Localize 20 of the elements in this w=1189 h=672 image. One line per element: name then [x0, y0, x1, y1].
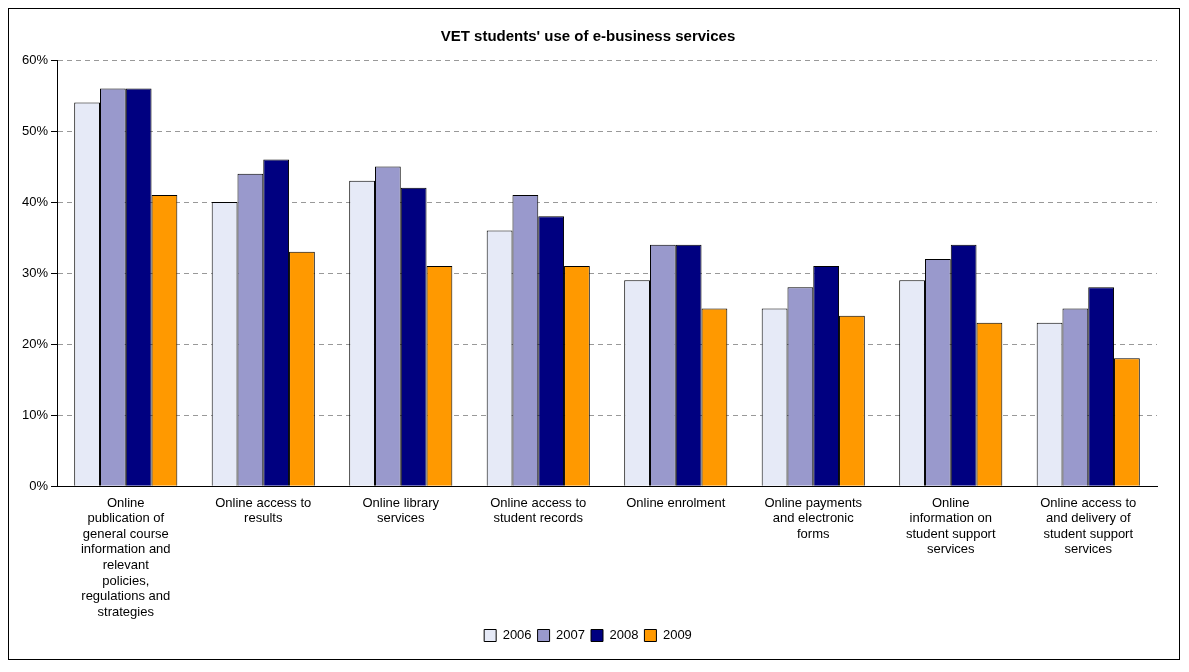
- x-tick-label: Online information on student support services: [905, 494, 996, 557]
- x-tick-label: Online library services: [362, 494, 440, 526]
- chart-title: VET students' use of e-business services: [440, 27, 736, 45]
- y-tick-label: 60%: [21, 51, 49, 67]
- x-tick-label: Online access to and delivery of student support services: [1040, 494, 1137, 557]
- legend-label: 2009: [662, 627, 692, 643]
- y-tick-label: 50%: [21, 122, 49, 138]
- legend-label: 2008: [609, 627, 639, 643]
- x-tick-label: Online publication of general course information and relevant policies, regulations and strategies: [80, 494, 171, 619]
- y-tick-label: 20%: [21, 335, 49, 351]
- y-tick-label: 0%: [29, 477, 49, 493]
- y-tick-label: 40%: [21, 193, 49, 209]
- x-tick-label: Online payments and electronic forms: [764, 494, 863, 541]
- legend-label: 2006: [502, 627, 532, 643]
- x-tick-label: Online enrolment: [626, 494, 726, 510]
- x-tick-label: Online access to results: [215, 494, 312, 526]
- x-tick-label: Online access to student records: [490, 494, 587, 526]
- y-tick-label: 10%: [21, 406, 49, 422]
- legend-label: 2007: [556, 627, 585, 643]
- y-tick-label: 30%: [21, 264, 49, 280]
